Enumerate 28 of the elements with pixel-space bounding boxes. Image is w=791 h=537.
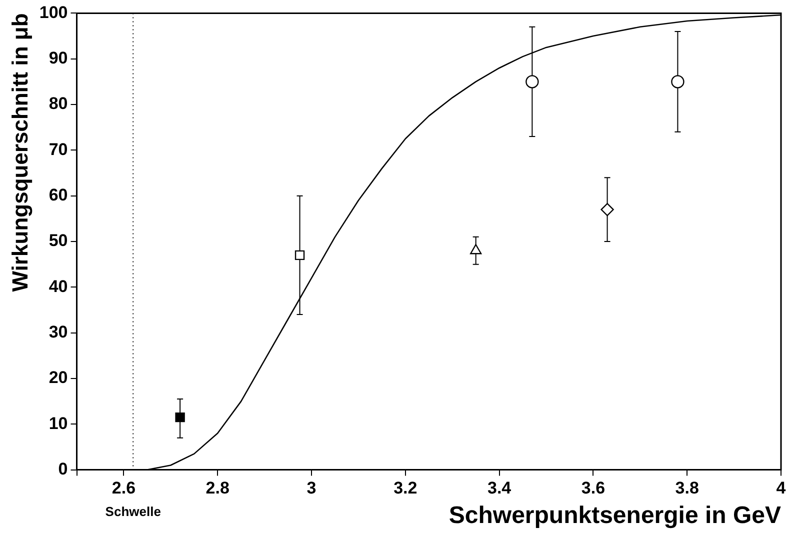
x-tick-label: 4: [776, 478, 786, 498]
point: [526, 75, 539, 88]
point: [470, 244, 482, 254]
y-tick-label: 40: [48, 276, 68, 296]
y-tick-label: 20: [48, 368, 68, 388]
y-tick-label: 30: [48, 322, 68, 342]
x-axis-title: Schwerpunktsenergie in GeV: [448, 502, 781, 530]
x-tick-label: 3.8: [675, 478, 699, 498]
point: [175, 412, 185, 422]
y-tick-label: 60: [48, 186, 68, 205]
y-tick-label: 100: [39, 2, 68, 22]
x-tick-label: 3.6: [581, 478, 606, 498]
y-tick-label: 80: [48, 94, 68, 114]
point: [294, 250, 305, 260]
x-tick-label: 3.4: [487, 478, 512, 498]
ref-line-label: Schwelle: [105, 504, 161, 519]
y-tick-label: 0: [58, 459, 68, 478]
x-tick-label: 3.2: [394, 478, 418, 498]
x-tick-label: 2.8: [206, 478, 230, 498]
x-tick-label: 2.6: [112, 478, 136, 498]
y-axis-title: Wirkungsquerschnitt in μb: [7, 13, 32, 292]
y-tick-label: 50: [48, 231, 68, 250]
y-tick-label: 10: [48, 414, 68, 433]
y-tick-label: 70: [48, 140, 68, 159]
point: [671, 75, 684, 88]
point: [600, 202, 614, 216]
x-tick-label: 3: [306, 478, 316, 498]
y-tick-label: 90: [48, 48, 68, 68]
